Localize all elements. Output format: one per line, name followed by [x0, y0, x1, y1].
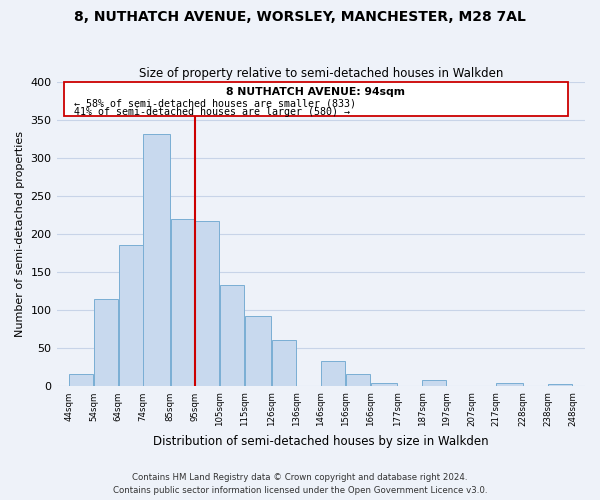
Bar [94, 299, 118, 386]
Bar [548, 384, 572, 386]
Bar [170, 219, 194, 386]
Text: 8 NUTHATCH AVENUE: 94sqm: 8 NUTHATCH AVENUE: 94sqm [226, 88, 406, 98]
Text: 41% of semi-detached houses are larger (580) →: 41% of semi-detached houses are larger (… [74, 107, 350, 117]
Bar [119, 245, 143, 386]
Bar [195, 220, 219, 386]
Text: 8, NUTHATCH AVENUE, WORSLEY, MANCHESTER, M28 7AL: 8, NUTHATCH AVENUE, WORSLEY, MANCHESTER,… [74, 10, 526, 24]
Bar [371, 382, 397, 386]
Bar [272, 340, 296, 386]
Bar [245, 316, 271, 386]
Text: Contains HM Land Registry data © Crown copyright and database right 2024.
Contai: Contains HM Land Registry data © Crown c… [113, 474, 487, 495]
FancyBboxPatch shape [64, 82, 568, 116]
Bar [422, 380, 446, 386]
Bar [496, 382, 523, 386]
Title: Size of property relative to semi-detached houses in Walkden: Size of property relative to semi-detach… [139, 66, 503, 80]
Bar [143, 134, 170, 386]
Y-axis label: Number of semi-detached properties: Number of semi-detached properties [15, 131, 25, 337]
X-axis label: Distribution of semi-detached houses by size in Walkden: Distribution of semi-detached houses by … [153, 434, 488, 448]
Text: ← 58% of semi-detached houses are smaller (833): ← 58% of semi-detached houses are smalle… [74, 98, 356, 108]
Bar [321, 362, 345, 386]
Bar [346, 374, 370, 386]
Bar [220, 285, 244, 386]
Bar [69, 374, 93, 386]
